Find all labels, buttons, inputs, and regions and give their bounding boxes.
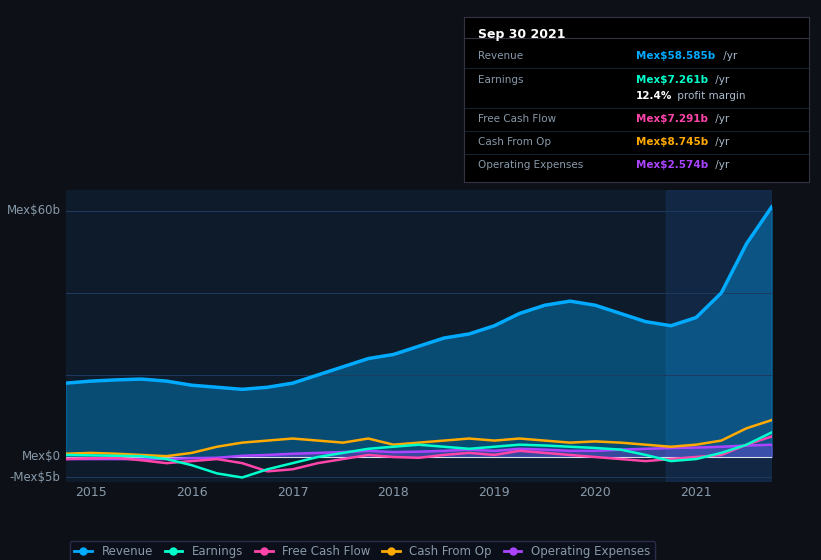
Text: /yr: /yr <box>712 161 729 170</box>
Text: Operating Expenses: Operating Expenses <box>478 161 583 170</box>
Legend: Revenue, Earnings, Free Cash Flow, Cash From Op, Operating Expenses: Revenue, Earnings, Free Cash Flow, Cash … <box>70 540 655 560</box>
Text: Cash From Op: Cash From Op <box>478 137 551 147</box>
Bar <box>666 190 772 482</box>
Text: /yr: /yr <box>712 114 729 124</box>
Text: /yr: /yr <box>712 74 729 85</box>
Text: Mex$2.574b: Mex$2.574b <box>636 161 709 170</box>
Text: /yr: /yr <box>720 52 737 62</box>
Text: Mex$58.585b: Mex$58.585b <box>636 52 716 62</box>
Text: Mex$8.745b: Mex$8.745b <box>636 137 709 147</box>
Text: Sep 30 2021: Sep 30 2021 <box>478 29 565 41</box>
Text: Earnings: Earnings <box>478 74 523 85</box>
Text: Mex$0: Mex$0 <box>21 450 61 464</box>
Text: profit margin: profit margin <box>674 91 745 101</box>
Text: 12.4%: 12.4% <box>636 91 672 101</box>
Text: Revenue: Revenue <box>478 52 523 62</box>
Text: /yr: /yr <box>712 137 729 147</box>
Text: Mex$7.291b: Mex$7.291b <box>636 114 709 124</box>
Text: Free Cash Flow: Free Cash Flow <box>478 114 556 124</box>
Text: -Mex$5b: -Mex$5b <box>10 471 61 484</box>
Text: Mex$60b: Mex$60b <box>7 204 61 217</box>
Text: Mex$7.261b: Mex$7.261b <box>636 74 709 85</box>
